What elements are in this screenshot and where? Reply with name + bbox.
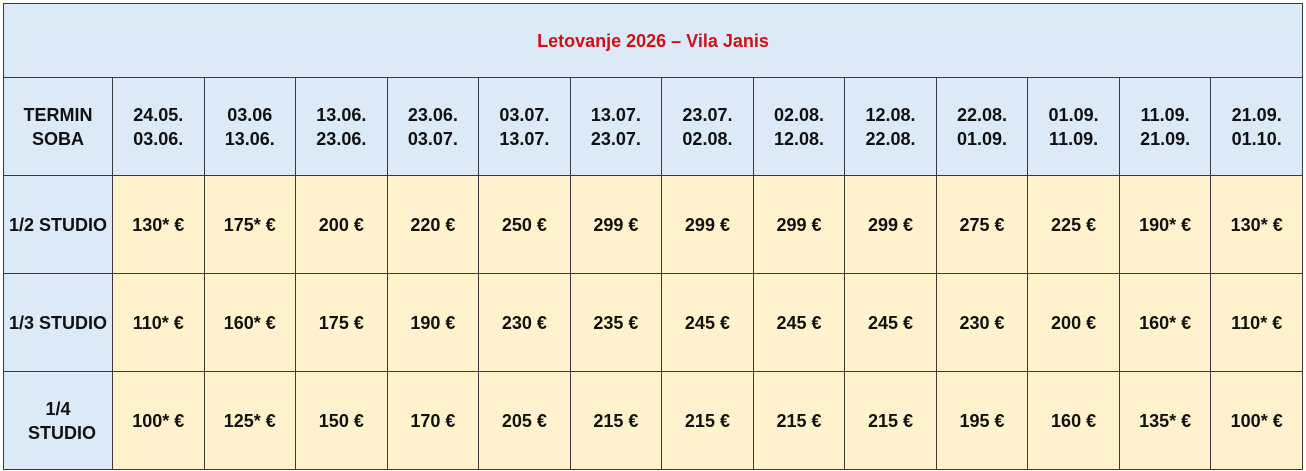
room-label: 1/4 STUDIO [3,371,113,470]
price-cell: 170 € [386,371,480,470]
header-line: 12.08. [865,104,916,125]
price-table: Letovanje 2026 – Vila Janis TERMIN SOBA 24.… [3,3,1303,470]
price-cell: 190* € [1118,175,1212,274]
header-line: 22.08. [957,104,1008,125]
header-line: 13.06. [316,104,367,125]
table-body: Letovanje 2026 – Vila Janis TERMIN SOBA 24.… [3,3,1303,470]
header-line: 23.07. [682,104,733,125]
header-line: 01.09. [1048,104,1099,125]
price-cell: 110* € [1210,273,1303,372]
price-cell: 299 € [569,175,663,274]
price-cell: 125* € [203,371,297,470]
price-cell: 245 € [661,273,754,372]
price-cell: 250 € [478,175,571,274]
header-line: TERMIN [23,104,93,125]
header-cell: 24.05. 03.06. [112,77,205,176]
room-label: 1/2 STUDIO [3,175,113,274]
title-row: Letovanje 2026 – Vila Janis [3,3,1303,78]
price-cell: 230 € [478,273,571,372]
room-label: 1/3 STUDIO [3,273,113,372]
header-line: 03.06. [133,128,184,149]
header-cell: 23.06. 03.07. [386,77,480,176]
price-row: 1/3 STUDIO 110* €160* €175 €190 €230 €235… [3,273,1303,372]
header-line: 12.08. [773,128,824,149]
price-cell: 160* € [1118,273,1212,372]
price-cell: 175* € [203,175,297,274]
header-line: 23.06. [316,128,367,149]
header-line: 03.06 [227,104,273,125]
price-cell: 299 € [844,175,937,274]
header-cell: 11.09. 21.09. [1118,77,1212,176]
price-cell: 200 € [295,175,388,274]
header-line: SOBA [31,128,84,149]
room-label-text: 1/2 STUDIO [8,214,108,235]
header-line: 03.07. [407,128,458,149]
header-line: 03.07. [499,104,550,125]
header-line: 13.07. [499,128,550,149]
price-cell: 215 € [661,371,754,470]
title: Letovanje 2026 – Vila Janis [3,3,1303,78]
price-cell: 190 € [386,273,480,372]
room-label-text: 1/3 STUDIO [8,312,108,333]
price-cell: 230 € [935,273,1029,372]
header-line: 24.05. [133,104,184,125]
header-cell: 02.08. 12.08. [752,77,846,176]
header-cell: 21.09. 01.10. [1210,77,1303,176]
price-cell: 200 € [1027,273,1120,372]
price-cell: 160* € [203,273,297,372]
header-line: 22.08. [865,128,916,149]
header-line: 21.09. [1140,128,1191,149]
header-line: 23.06. [407,104,458,125]
price-cell: 220 € [386,175,480,274]
room-label-text: 1/4 STUDIO [28,398,97,443]
header-line: 11.09. [1049,128,1099,149]
header-cell: 12.08. 22.08. [844,77,937,176]
header-line: 21.09. [1231,104,1282,125]
header-cell: 03.07. 13.07. [478,77,571,176]
price-cell: 299 € [661,175,754,274]
header-line: 13.06. [224,128,275,149]
header-cell: 03.06 13.06. [203,77,297,176]
price-cell: 130* € [112,175,205,274]
header-line: 13.07. [590,104,641,125]
header-row: TERMIN SOBA 24.05. 03.06. 03.06 13.06. 13.06. 2… [3,77,1303,176]
price-cell: 275 € [935,175,1029,274]
price-cell: 245 € [844,273,937,372]
price-cell: 100* € [1210,371,1303,470]
price-cell: 215 € [569,371,663,470]
header-line: 02.08. [682,128,733,149]
price-cell: 299 € [752,175,846,274]
header-cell: 22.08. 01.09. [935,77,1029,176]
price-cell: 205 € [478,371,571,470]
price-cell: 100* € [112,371,205,470]
header-line: 01.10. [1231,128,1282,149]
price-cell: 150 € [295,371,388,470]
header-cell: 01.09. 11.09. [1027,77,1120,176]
header-line: 02.08. [773,104,824,125]
header-cell: 13.06. 23.06. [295,77,388,176]
header-cell: 23.07. 02.08. [661,77,754,176]
price-cell: 175 € [295,273,388,372]
price-cell: 160 € [1027,371,1120,470]
price-cell: 130* € [1210,175,1303,274]
price-row: 1/2 STUDIO 130* €175* €200 €220 €250 €299… [3,175,1303,274]
header-line: 11.09. [1140,104,1190,125]
header-cell: 13.07. 23.07. [569,77,663,176]
price-cell: 215 € [752,371,846,470]
price-row: 1/4 STUDIO 100* €125* €150 €170 €205 €215… [3,371,1303,470]
header-cell: TERMIN SOBA [3,77,113,176]
header-line: 01.09. [957,128,1008,149]
price-cell: 235 € [569,273,663,372]
price-cell: 215 € [844,371,937,470]
price-cell: 225 € [1027,175,1120,274]
price-cell: 135* € [1118,371,1212,470]
header-line: 23.07. [590,128,641,149]
price-cell: 110* € [112,273,205,372]
price-cell: 245 € [752,273,846,372]
price-cell: 195 € [935,371,1029,470]
